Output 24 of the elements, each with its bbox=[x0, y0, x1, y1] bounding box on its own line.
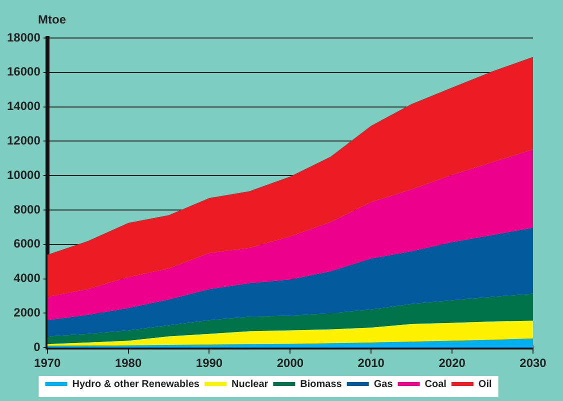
y-tick-label: 2000 bbox=[14, 306, 41, 320]
y-tick-label: 8000 bbox=[14, 202, 41, 216]
x-tick-label: 1980 bbox=[114, 356, 142, 370]
y-tick-label: 4000 bbox=[14, 271, 41, 286]
y-tick-label: 16000 bbox=[6, 64, 41, 79]
y-tick-label: 12000 bbox=[6, 134, 41, 148]
legend-label: Oil bbox=[478, 378, 492, 390]
legend-label: Hydro & other Renewables bbox=[72, 378, 200, 390]
legend-label: Biomass bbox=[300, 378, 342, 390]
y-tick-label: 14000 bbox=[6, 99, 41, 114]
y-tick-label: 10000 bbox=[6, 168, 41, 182]
legend-label: Nuclear bbox=[231, 378, 268, 390]
x-tick-label: 2020 bbox=[438, 356, 466, 370]
x-tick-label: 2030 bbox=[520, 356, 547, 370]
x-tick-label: 2010 bbox=[358, 356, 385, 370]
x-tick-label: 2000 bbox=[276, 356, 304, 370]
x-tick-label: 1990 bbox=[196, 356, 223, 370]
y-axis-title: Mtoe bbox=[38, 12, 66, 26]
legend-label: Coal bbox=[424, 378, 447, 390]
y-tick-label: 6000 bbox=[14, 236, 41, 251]
y-tick-label: 18000 bbox=[6, 30, 41, 44]
x-tick-label: 1970 bbox=[34, 356, 62, 370]
y-tick-label: 0 bbox=[34, 340, 41, 354]
legend-label: Gas bbox=[374, 378, 394, 390]
